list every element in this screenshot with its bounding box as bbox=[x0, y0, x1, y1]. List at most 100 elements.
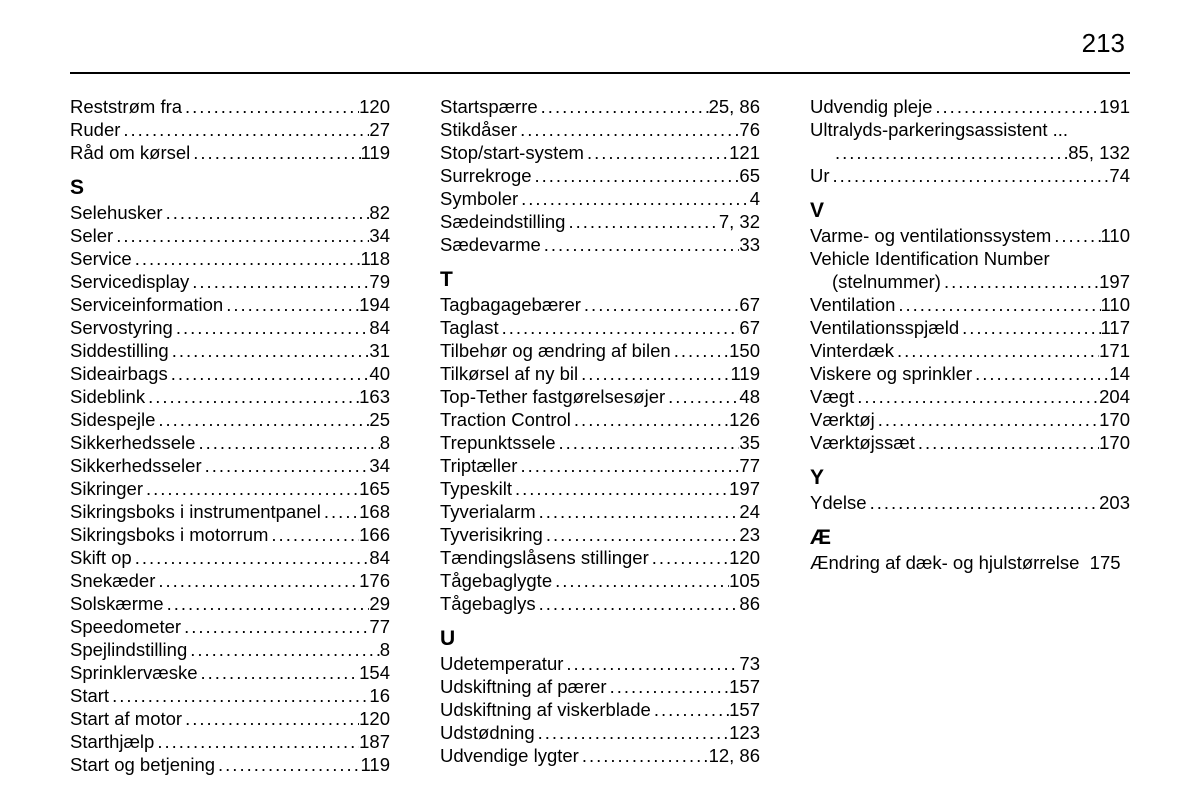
leader-dots bbox=[181, 615, 369, 638]
leader-dots bbox=[215, 753, 360, 776]
entry-page: 150 bbox=[729, 339, 760, 362]
entry-page: 154 bbox=[359, 661, 390, 684]
leader-dots bbox=[223, 293, 359, 316]
entry-page: 120 bbox=[359, 707, 390, 730]
leader-dots bbox=[556, 431, 740, 454]
entry-label: Ultralyds-parkeringsassistent ... bbox=[810, 118, 1068, 141]
entry-label: Start og betjening bbox=[70, 753, 215, 776]
index-entry: Spejlindstilling8 bbox=[70, 638, 390, 661]
entry-page: 86 bbox=[739, 592, 760, 615]
entry-label: Ventilation bbox=[810, 293, 895, 316]
leader-dots bbox=[182, 95, 359, 118]
entry-page: 74 bbox=[1109, 164, 1130, 187]
index-entry: Udvendige lygter12, 86 bbox=[440, 744, 760, 767]
entry-page: 120 bbox=[729, 546, 760, 569]
index-entry: Sikringsboks i motorrum166 bbox=[70, 523, 390, 546]
entry-page: 110 bbox=[1101, 224, 1131, 247]
index-entry: Taglast67 bbox=[440, 316, 760, 339]
section-heading: S bbox=[70, 176, 390, 200]
leader-dots bbox=[168, 362, 370, 385]
leader-dots bbox=[169, 339, 370, 362]
index-entry: Vehicle Identification Number bbox=[810, 247, 1130, 270]
entry-page: 119 bbox=[361, 753, 391, 776]
entry-page: 34 bbox=[369, 224, 390, 247]
index-entry: Skift op84 bbox=[70, 546, 390, 569]
entry-label: Vinterdæk bbox=[810, 339, 894, 362]
index-entry: Starthjælp187 bbox=[70, 730, 390, 753]
entry-label: Solskærme bbox=[70, 592, 164, 615]
leader-dots bbox=[875, 408, 1099, 431]
leader-dots bbox=[198, 661, 360, 684]
leader-dots bbox=[268, 523, 359, 546]
index-entry: Ventilation110 bbox=[810, 293, 1130, 316]
index-entry: Start og betjening 119 bbox=[70, 753, 390, 776]
index-entry: Sædeindstilling7, 32 bbox=[440, 210, 760, 233]
entry-label: Siddestilling bbox=[70, 339, 169, 362]
leader-dots bbox=[190, 141, 360, 164]
entry-label: Servostyring bbox=[70, 316, 173, 339]
entry-label: Tilkørsel af ny bil bbox=[440, 362, 578, 385]
entry-page: 77 bbox=[739, 454, 760, 477]
entry-page: 120 bbox=[359, 95, 390, 118]
index-entry: Sideairbags40 bbox=[70, 362, 390, 385]
leader-dots bbox=[536, 500, 740, 523]
entry-label: Udetemperatur bbox=[440, 652, 563, 675]
entry-page: 33 bbox=[739, 233, 760, 256]
leader-dots bbox=[538, 95, 709, 118]
entry-label: Sikringer bbox=[70, 477, 143, 500]
index-entry: Tågebaglys 86 bbox=[440, 592, 760, 615]
entry-page: 25 bbox=[369, 408, 390, 431]
leader-dots bbox=[132, 546, 370, 569]
entry-page: 29 bbox=[369, 592, 390, 615]
leader-dots bbox=[579, 744, 709, 767]
header-rule bbox=[70, 72, 1130, 74]
entry-label: Stop/start-system bbox=[440, 141, 584, 164]
entry-page: 197 bbox=[729, 477, 760, 500]
entry-page: 67 bbox=[739, 316, 760, 339]
leader-dots bbox=[321, 500, 359, 523]
entry-label: Ruder bbox=[70, 118, 120, 141]
leader-dots bbox=[512, 477, 729, 500]
entry-label: Sædeindstilling bbox=[440, 210, 565, 233]
entry-page: 119 bbox=[361, 141, 391, 164]
index-entry: Start16 bbox=[70, 684, 390, 707]
entry-label: Ydelse bbox=[810, 491, 867, 514]
entry-label: Udvendige lygter bbox=[440, 744, 579, 767]
leader-dots bbox=[143, 477, 359, 500]
leader-dots bbox=[536, 592, 740, 615]
entry-page: 121 bbox=[729, 141, 760, 164]
section-heading: Y bbox=[810, 466, 1130, 490]
entry-label: Serviceinformation bbox=[70, 293, 223, 316]
section-heading: V bbox=[810, 199, 1130, 223]
column-1: Reststrøm fra120Ruder27Råd om kørsel119S… bbox=[70, 95, 390, 776]
index-entry: Varme- og ventilationssystem 110 bbox=[810, 224, 1130, 247]
leader-dots bbox=[499, 316, 740, 339]
index-entry: Tyverisikring23 bbox=[440, 523, 760, 546]
index-entry: Ændring af dæk- og hjulstørrelse 175 bbox=[810, 551, 1130, 574]
entry-page: 82 bbox=[369, 201, 390, 224]
entry-page: 194 bbox=[359, 293, 390, 316]
leader-dots bbox=[563, 652, 739, 675]
entry-page: 191 bbox=[1099, 95, 1130, 118]
entry-page: 163 bbox=[359, 385, 390, 408]
entry-label: Varme- og ventilationssystem bbox=[810, 224, 1051, 247]
entry-page: 34 bbox=[369, 454, 390, 477]
entry-label: Service bbox=[70, 247, 132, 270]
entry-label: Speedometer bbox=[70, 615, 181, 638]
leader-dots bbox=[671, 339, 729, 362]
section-heading: U bbox=[440, 627, 760, 651]
entry-label: Ur bbox=[810, 164, 830, 187]
entry-page: 176 bbox=[359, 569, 390, 592]
entry-page: 73 bbox=[739, 652, 760, 675]
entry-label: Seler bbox=[70, 224, 113, 247]
entry-page: 25, 86 bbox=[709, 95, 760, 118]
entry-page: 119 bbox=[731, 362, 761, 385]
index-entry: Service118 bbox=[70, 247, 390, 270]
leader-dots bbox=[164, 592, 370, 615]
entry-page: 24 bbox=[739, 500, 760, 523]
entry-label: Tågebaglys bbox=[440, 592, 536, 615]
entry-page: 123 bbox=[729, 721, 760, 744]
index-entry: Start af motor120 bbox=[70, 707, 390, 730]
entry-label: Stikdåser bbox=[440, 118, 517, 141]
index-entry: Sædevarme33 bbox=[440, 233, 760, 256]
